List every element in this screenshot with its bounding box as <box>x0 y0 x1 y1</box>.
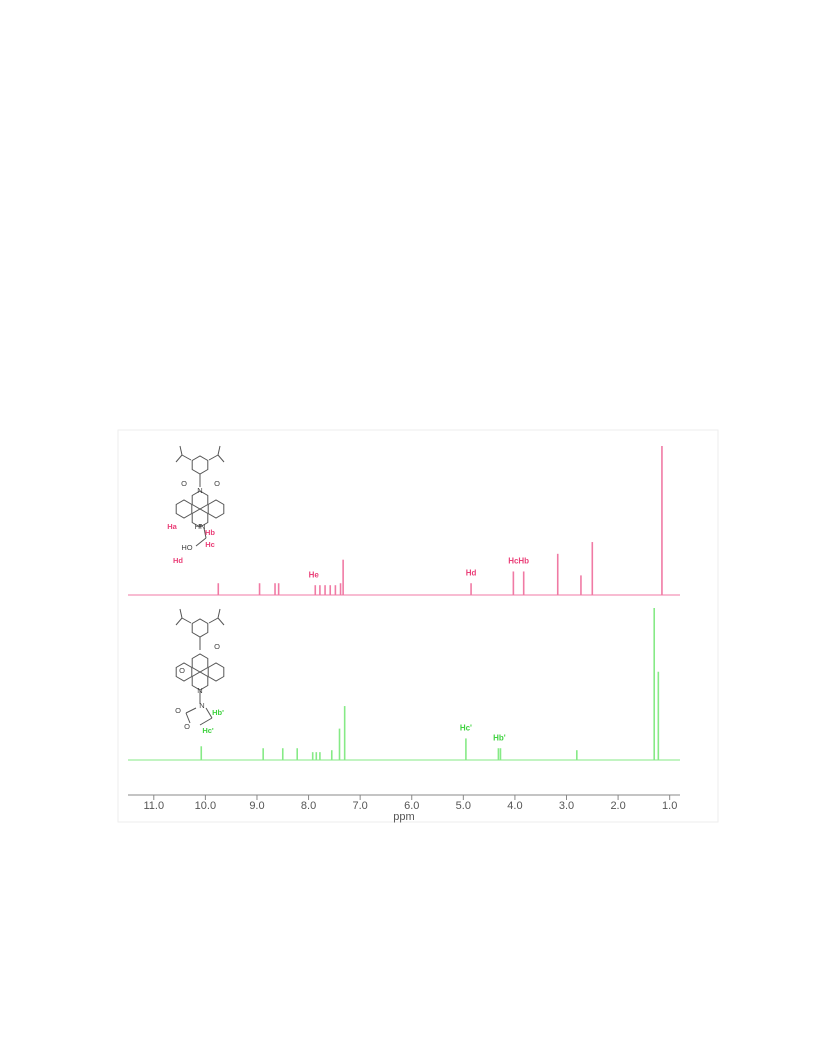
structure-text: O <box>175 706 181 715</box>
peak-label: Hc' <box>460 724 472 733</box>
peak-label: Hc <box>508 557 519 566</box>
x-tick-label: 6.0 <box>404 800 419 812</box>
x-tick-label: 11.0 <box>143 800 164 812</box>
peak-label: He <box>309 570 320 579</box>
peak-label: Hb <box>518 557 529 566</box>
x-tick-label: 8.0 <box>301 800 316 812</box>
structure-text: O <box>184 722 190 731</box>
peak-label: Hd <box>466 568 477 577</box>
structure-text: N <box>197 686 202 695</box>
structure-ring <box>175 499 193 519</box>
structure-ring <box>191 618 209 638</box>
structure <box>175 445 225 547</box>
structure-text: O <box>214 642 220 651</box>
x-tick-label: 3.0 <box>559 800 574 812</box>
structure-text: O <box>181 479 187 488</box>
structure-text: Hc' <box>202 726 214 735</box>
structure-text: O <box>214 479 220 488</box>
structure-ring <box>191 653 209 673</box>
x-tick-label: 10.0 <box>195 800 216 812</box>
structure-bond <box>208 454 219 461</box>
x-tick-label: 1.0 <box>662 800 677 812</box>
structure-bond <box>175 454 183 463</box>
structure-text: Hd <box>173 556 183 565</box>
frame <box>117 429 719 823</box>
structure-bond <box>181 454 192 461</box>
structure-bond <box>175 617 183 626</box>
peak-label: Hb' <box>493 733 506 742</box>
structure-bond <box>217 608 221 619</box>
structure-ring <box>191 455 209 475</box>
structure-text: Ha <box>167 522 177 531</box>
structure-bond <box>195 537 207 547</box>
structure-text: Hc <box>205 540 215 549</box>
structure-bond <box>217 617 225 626</box>
x-tick-label: 9.0 <box>249 800 264 812</box>
structure-bond <box>208 617 219 624</box>
structure-ring <box>175 662 193 682</box>
structure-bond <box>203 527 207 539</box>
structure-bond <box>217 454 225 463</box>
structure-bond <box>181 617 192 624</box>
structure-bond <box>185 707 197 714</box>
structure-text: Hb <box>205 528 215 537</box>
x-tick-label: 5.0 <box>456 800 471 812</box>
structure-bond <box>217 445 221 456</box>
structure-text: N <box>199 701 204 710</box>
structure-text: N <box>197 486 202 495</box>
structure <box>175 608 225 726</box>
structure-text: HO <box>181 543 192 552</box>
structure-text: HN <box>195 522 206 531</box>
structure-bond <box>205 707 213 719</box>
structure-text: Hb' <box>212 708 224 717</box>
structure-ring <box>207 662 225 682</box>
x-tick-label: 4.0 <box>507 800 522 812</box>
x-tick-label: 2.0 <box>610 800 625 812</box>
x-axis-label: ppm <box>393 811 414 823</box>
structure-bond <box>179 608 183 619</box>
structure-text: O <box>179 666 185 675</box>
structure-bond <box>185 712 191 724</box>
structure-bond <box>199 717 213 726</box>
structure-bond <box>179 445 183 456</box>
structure-ring <box>207 499 225 519</box>
x-tick-label: 7.0 <box>353 800 368 812</box>
